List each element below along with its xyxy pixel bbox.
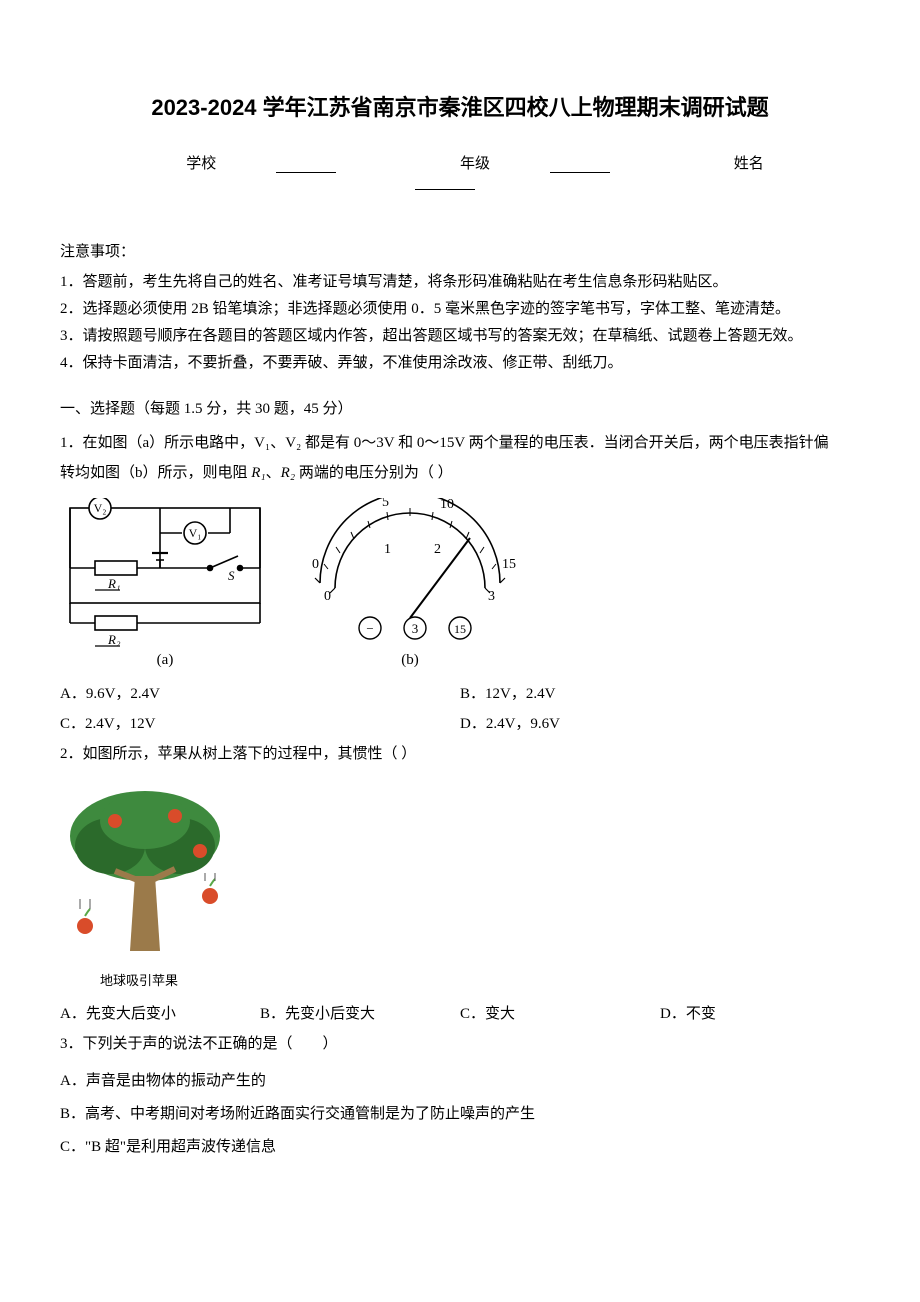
q1-option-b: B．12V，2.4V bbox=[460, 679, 860, 709]
q1-fig-a-label: (a) bbox=[157, 652, 174, 669]
page-title: 2023-2024 学年江苏省南京市秦淮区四校八上物理期末调研试题 bbox=[60, 90, 860, 122]
form-row: 学校 年级 姓名 bbox=[60, 152, 860, 190]
grade-label: 年级 bbox=[460, 156, 490, 172]
svg-text:0: 0 bbox=[324, 589, 331, 604]
q1-text: 1．在如图（a）所示电路中，V₁、V₂ 都是有 0～3V 和 0～15V 两个量… bbox=[60, 428, 860, 488]
q2-option-d: D．不变 bbox=[660, 999, 860, 1029]
q3-option-c: C．"B 超"是利用超声波传递信息 bbox=[60, 1131, 860, 1164]
svg-text:1: 1 bbox=[384, 542, 391, 557]
instruction-2: 2．选择题必须使用 2B 铅笔填涂；非选择题必须使用 0．5 毫米黑色字迹的签字… bbox=[60, 296, 860, 323]
instruction-3: 3．请按照题号顺序在各题目的答题区域内作答，超出答题区域书写的答案无效；在草稿纸… bbox=[60, 323, 860, 350]
q1-line1: 1．在如图（a）所示电路中，V₁、V₂ 都是有 0～3V 和 0～15V 两个量… bbox=[60, 428, 860, 458]
q1-fig-b-label: (b) bbox=[401, 652, 419, 669]
school-label: 学校 bbox=[186, 156, 216, 172]
q2-option-b: B．先变小后变大 bbox=[260, 999, 460, 1029]
meter-svg: 0 5 10 15 0 1 2 3 − 3 15 bbox=[300, 498, 520, 648]
q1-line2: 转均如图（b）所示，则电阻 R₁、R₂ 两端的电压分别为（ ） bbox=[60, 458, 860, 488]
q1-option-c: C．2.4V，12V bbox=[60, 709, 460, 739]
instructions: 1．答题前，考生先将自己的姓名、准考证号填写清楚，将条形码准确粘贴在考生信息条形… bbox=[60, 269, 860, 377]
q3-option-a: A．声音是由物体的振动产生的 bbox=[60, 1065, 860, 1098]
svg-text:V₂: V₂ bbox=[94, 501, 107, 515]
svg-text:0: 0 bbox=[312, 557, 319, 572]
svg-text:3: 3 bbox=[412, 621, 419, 636]
instruction-1: 1．答题前，考生先将自己的姓名、准考证号填写清楚，将条形码准确粘贴在考生信息条形… bbox=[60, 269, 860, 296]
q3-options: A．声音是由物体的振动产生的 B．高考、中考期间对考场附近路面实行交通管制是为了… bbox=[60, 1065, 860, 1164]
svg-text:S: S bbox=[228, 568, 235, 583]
school-blank bbox=[276, 159, 336, 173]
tree-svg bbox=[60, 781, 230, 961]
svg-text:R₂: R₂ bbox=[107, 632, 121, 647]
instruction-4: 4．保持卡面清洁，不要折叠，不要弄破、弄皱，不准使用涂改液、修正带、刮纸刀。 bbox=[60, 350, 860, 377]
q1-figure-a: V₂ V₁ S R₁ R₂ (a) bbox=[60, 498, 270, 669]
grade-blank bbox=[550, 159, 610, 173]
svg-text:5: 5 bbox=[382, 498, 389, 510]
svg-text:3: 3 bbox=[488, 589, 495, 604]
q2-text: 2．如图所示，苹果从树上落下的过程中，其惯性（ ） bbox=[60, 739, 860, 769]
svg-text:15: 15 bbox=[454, 622, 466, 636]
svg-text:R₁: R₁ bbox=[107, 576, 120, 591]
svg-text:−: − bbox=[366, 621, 373, 636]
svg-text:15: 15 bbox=[502, 557, 516, 572]
q3-text: 3．下列关于声的说法不正确的是（ ） bbox=[60, 1029, 860, 1059]
q3-option-b: B．高考、中考期间对考场附近路面实行交通管制是为了防止噪声的产生 bbox=[60, 1098, 860, 1131]
q1-figure-b: 0 5 10 15 0 1 2 3 − 3 15 (b) bbox=[300, 498, 520, 669]
q1-options: A．9.6V，2.4V B．12V，2.4V C．2.4V，12V D．2.4V… bbox=[60, 679, 860, 739]
name-blank bbox=[415, 176, 475, 190]
q1-option-d: D．2.4V，9.6V bbox=[460, 709, 860, 739]
q1-figures: V₂ V₁ S R₁ R₂ (a) bbox=[60, 498, 860, 669]
circuit-svg: V₂ V₁ S R₁ R₂ bbox=[60, 498, 270, 648]
section1-header: 一、选择题（每题 1.5 分，共 30 题，45 分） bbox=[60, 397, 860, 418]
notice-header: 注意事项： bbox=[60, 240, 860, 261]
q2-tree-caption: 地球吸引苹果 bbox=[100, 970, 860, 989]
q1-option-a: A．9.6V，2.4V bbox=[60, 679, 460, 709]
q2-option-a: A．先变大后变小 bbox=[60, 999, 260, 1029]
name-label: 姓名 bbox=[734, 156, 764, 172]
q2-option-c: C．变大 bbox=[460, 999, 660, 1029]
svg-text:V₁: V₁ bbox=[189, 526, 202, 540]
svg-text:10: 10 bbox=[440, 498, 454, 512]
q2-options: A．先变大后变小 B．先变小后变大 C．变大 D．不变 bbox=[60, 999, 860, 1029]
svg-text:2: 2 bbox=[434, 542, 441, 557]
